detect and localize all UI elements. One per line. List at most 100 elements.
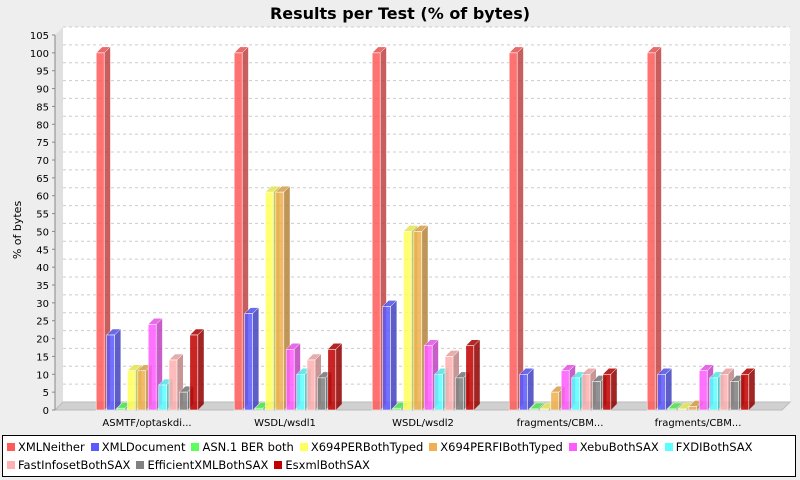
y-tick-label: 95 <box>36 67 49 78</box>
bar-side <box>390 300 397 410</box>
bar-front <box>285 348 295 411</box>
bar-side <box>748 368 755 410</box>
bar <box>602 368 618 411</box>
y-tick-label: 75 <box>36 138 49 149</box>
bar-front <box>550 391 560 411</box>
bar-side <box>610 368 617 410</box>
y-tick-label: 60 <box>36 192 49 203</box>
x-tick-label: WSDL/wsdl1 <box>254 418 316 429</box>
legend-item: FastInfosetBothSAX <box>7 456 130 474</box>
legend-item: X694PERBothTyped <box>299 438 424 456</box>
y-tick-label: 90 <box>36 85 49 96</box>
bar <box>189 328 205 411</box>
bar-front <box>455 377 464 411</box>
bar-front <box>434 373 443 411</box>
legend-item: ASN.1 BER both <box>191 438 294 456</box>
legend-label: X694PERBothTyped <box>310 440 424 454</box>
bar-front <box>540 408 549 411</box>
legend-swatch <box>568 443 577 451</box>
legend-swatch <box>299 443 308 451</box>
bar-front <box>698 370 708 411</box>
legend-swatch <box>90 443 99 451</box>
y-tick-label: 15 <box>36 352 49 363</box>
bar <box>529 402 545 411</box>
bar <box>508 46 524 411</box>
x-tick-label: ASMTF/optaskdi... <box>102 418 191 429</box>
bar <box>518 368 535 411</box>
y-tick-label: 105 <box>30 31 49 42</box>
bar-side <box>473 339 480 410</box>
bar-front <box>127 370 136 411</box>
x-tick-label: fragments/CBM... <box>655 418 742 429</box>
x-tick-label: WSDL/wsdl2 <box>392 418 454 429</box>
bar <box>95 46 111 411</box>
y-tick-label: 80 <box>36 120 49 131</box>
legend-swatch <box>274 461 283 469</box>
bar-front <box>296 373 305 411</box>
bar-front <box>719 373 729 411</box>
bar-front <box>657 373 666 411</box>
bar-side <box>655 46 662 410</box>
bar <box>646 46 662 411</box>
legend-swatch <box>136 461 145 469</box>
bar-front <box>254 407 264 411</box>
legend-item: XMLDocument <box>90 438 185 456</box>
bar-front <box>602 373 612 411</box>
bar-front <box>709 377 718 411</box>
bar-front <box>95 52 105 411</box>
y-tick-label: 50 <box>36 227 49 238</box>
bar-front <box>137 370 147 411</box>
y-tick-label: 5 <box>43 388 49 399</box>
bar-front <box>327 348 337 411</box>
bar-front <box>508 52 518 411</box>
bar-front <box>106 334 115 411</box>
bar-front <box>465 345 475 411</box>
legend-item: XebuBothSAX <box>568 438 659 456</box>
bar-front <box>667 408 677 411</box>
chart-title: Results per Test (% of bytes) <box>270 4 530 23</box>
bar-front <box>529 408 539 411</box>
bar-front <box>275 191 285 411</box>
legend-label: XebuBothSAX <box>579 440 659 454</box>
left-wall <box>55 27 63 410</box>
legend-swatch <box>7 461 15 469</box>
bar-front <box>413 231 423 411</box>
bar-front <box>179 391 188 411</box>
legend-swatch <box>664 443 673 451</box>
bar-front <box>678 408 687 411</box>
bar-side <box>335 343 342 410</box>
y-tick-label: 85 <box>36 102 49 113</box>
bar-front <box>147 323 157 411</box>
bar-side <box>197 329 204 410</box>
y-tick-label: 10 <box>36 370 49 381</box>
legend-item: X694PERFIBothTyped <box>429 438 563 456</box>
bar <box>667 402 683 411</box>
legend: XMLNeither XMLDocument ASN.1 BER both X694P… <box>2 435 796 477</box>
y-tick-label: 20 <box>36 335 49 346</box>
bar-front <box>730 381 739 411</box>
y-tick-label: 25 <box>36 317 49 328</box>
legend-label: ASN.1 BER both <box>202 440 294 454</box>
bar-side <box>517 46 524 410</box>
bar-front <box>392 407 402 411</box>
bar-front <box>158 384 167 411</box>
bar <box>327 343 343 411</box>
bar-front <box>244 313 253 411</box>
bar-front <box>371 52 381 411</box>
bar-side <box>104 46 111 410</box>
bar <box>243 307 260 411</box>
y-tick-label: 70 <box>36 156 49 167</box>
legend-label: X694PERFIBothTyped <box>440 440 563 454</box>
bar <box>413 225 429 411</box>
bar <box>381 300 398 411</box>
bar-front <box>382 306 391 411</box>
bar-front <box>168 359 178 411</box>
y-tick-label: 40 <box>36 263 49 274</box>
bar-front <box>306 359 316 411</box>
legend-swatch <box>429 443 438 451</box>
legend-label: FXDIBothSAX <box>675 440 753 454</box>
bar-front <box>189 334 199 411</box>
bar-front <box>571 377 580 411</box>
y-tick-label: 55 <box>36 210 49 221</box>
bar-front <box>646 52 656 411</box>
